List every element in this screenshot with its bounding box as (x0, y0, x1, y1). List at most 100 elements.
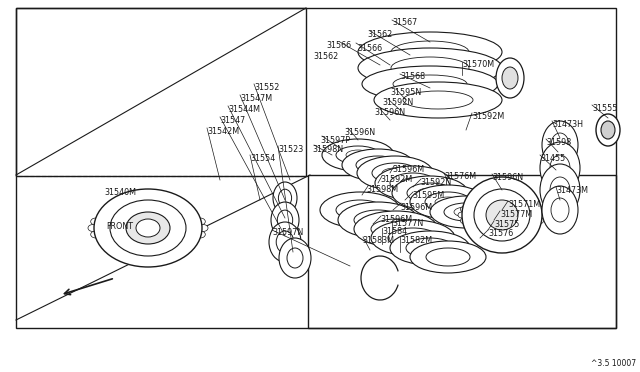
Text: 31576M: 31576M (444, 172, 476, 181)
Text: 31577M: 31577M (500, 210, 532, 219)
Ellipse shape (538, 212, 546, 218)
Ellipse shape (550, 155, 570, 181)
Text: 31547: 31547 (220, 116, 245, 125)
Ellipse shape (366, 160, 390, 170)
Ellipse shape (195, 218, 205, 225)
Ellipse shape (505, 228, 513, 234)
Ellipse shape (188, 237, 198, 244)
Text: 31597N: 31597N (272, 228, 303, 237)
Ellipse shape (195, 231, 205, 238)
Ellipse shape (542, 121, 578, 169)
Ellipse shape (417, 188, 443, 198)
Text: 31540M: 31540M (104, 188, 136, 197)
Text: 31575: 31575 (494, 220, 520, 229)
Ellipse shape (371, 220, 455, 256)
Text: 31598N: 31598N (312, 145, 343, 154)
Ellipse shape (474, 189, 530, 241)
Text: 31583M: 31583M (362, 236, 394, 245)
Ellipse shape (496, 58, 524, 98)
Bar (16, 8, 306, 176)
Text: 31592N: 31592N (382, 98, 413, 107)
Ellipse shape (126, 244, 136, 251)
Ellipse shape (269, 222, 301, 262)
Ellipse shape (279, 238, 311, 278)
Ellipse shape (143, 203, 153, 211)
Text: 31570M: 31570M (462, 60, 494, 69)
Text: 31596N: 31596N (492, 173, 523, 182)
Text: 31595M: 31595M (412, 191, 444, 200)
Ellipse shape (271, 202, 299, 238)
Ellipse shape (390, 231, 470, 265)
Text: 31596M: 31596M (380, 215, 412, 224)
Ellipse shape (175, 208, 186, 215)
Text: 31542M: 31542M (207, 127, 239, 136)
Ellipse shape (356, 156, 400, 174)
Ellipse shape (372, 163, 418, 183)
Ellipse shape (410, 185, 486, 219)
Ellipse shape (467, 201, 476, 207)
Ellipse shape (273, 182, 297, 214)
Text: 31455: 31455 (540, 154, 565, 163)
Ellipse shape (99, 237, 109, 244)
Ellipse shape (410, 241, 486, 273)
Ellipse shape (460, 206, 468, 212)
Ellipse shape (502, 67, 518, 89)
Ellipse shape (392, 176, 468, 210)
Ellipse shape (160, 205, 170, 212)
Ellipse shape (374, 82, 502, 118)
Ellipse shape (111, 241, 121, 248)
Ellipse shape (478, 198, 486, 203)
Ellipse shape (188, 212, 198, 219)
Ellipse shape (388, 228, 438, 248)
Bar (308, 175, 616, 328)
Ellipse shape (391, 57, 469, 79)
Text: 31596M: 31596M (400, 203, 432, 212)
Ellipse shape (542, 186, 578, 234)
Ellipse shape (354, 210, 402, 230)
Text: 31595N: 31595N (390, 88, 421, 97)
Text: 31473M: 31473M (556, 186, 588, 195)
Text: 31566: 31566 (326, 41, 351, 50)
Text: 31597P: 31597P (320, 136, 350, 145)
Text: 31598: 31598 (546, 138, 572, 147)
Ellipse shape (136, 219, 160, 237)
Text: 31547M: 31547M (240, 94, 272, 103)
Ellipse shape (320, 192, 400, 228)
Ellipse shape (505, 195, 513, 202)
Text: 31562: 31562 (367, 30, 392, 39)
Ellipse shape (390, 173, 436, 193)
Ellipse shape (276, 231, 294, 253)
Ellipse shape (551, 198, 569, 222)
Ellipse shape (426, 248, 470, 266)
Text: 31562: 31562 (313, 52, 339, 61)
Text: 31584: 31584 (382, 227, 407, 236)
Ellipse shape (371, 219, 421, 239)
Text: 31577N: 31577N (392, 219, 423, 228)
Ellipse shape (358, 32, 502, 72)
Text: 31582M: 31582M (400, 236, 432, 245)
Text: 31576: 31576 (488, 229, 513, 238)
Ellipse shape (400, 178, 426, 188)
Text: 31555: 31555 (592, 104, 618, 113)
Text: FRONT: FRONT (106, 222, 133, 231)
Ellipse shape (143, 246, 153, 252)
Ellipse shape (430, 196, 502, 228)
Ellipse shape (111, 208, 121, 215)
Text: 31473H: 31473H (552, 120, 583, 129)
Text: 31592M: 31592M (380, 175, 412, 184)
Ellipse shape (277, 210, 292, 230)
Text: 31523: 31523 (278, 145, 303, 154)
Ellipse shape (529, 223, 537, 229)
Ellipse shape (110, 200, 186, 256)
Ellipse shape (94, 189, 202, 267)
Ellipse shape (536, 206, 543, 212)
Ellipse shape (491, 228, 499, 234)
Ellipse shape (536, 218, 543, 224)
Text: 31554: 31554 (250, 154, 275, 163)
Ellipse shape (460, 218, 468, 224)
Ellipse shape (338, 202, 418, 238)
Ellipse shape (91, 218, 100, 225)
Ellipse shape (540, 142, 580, 194)
Ellipse shape (486, 200, 518, 230)
Ellipse shape (550, 177, 570, 203)
